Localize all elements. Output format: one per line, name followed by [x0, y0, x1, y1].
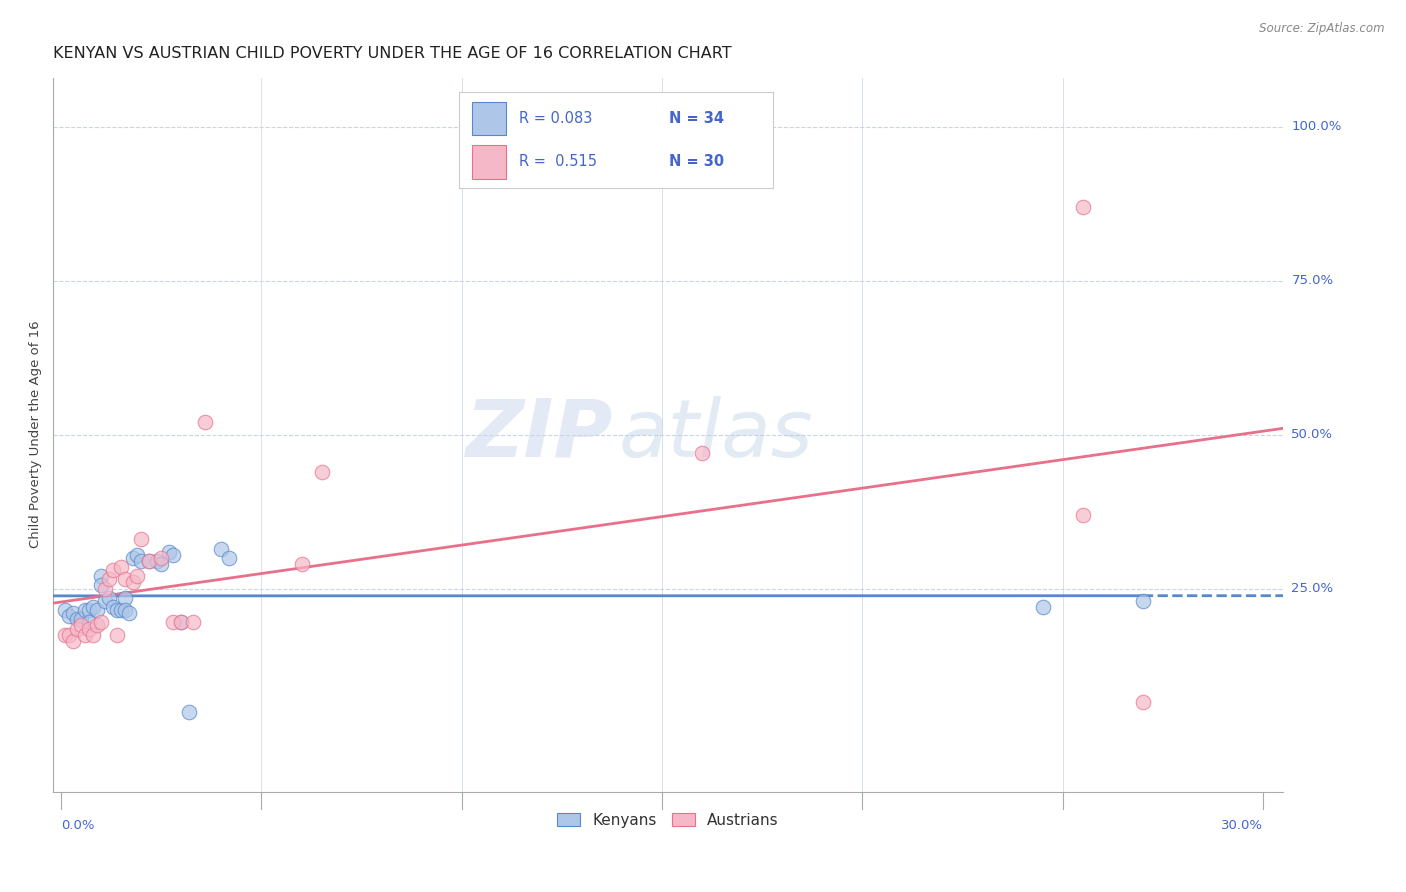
Point [90, 578, 112, 592]
Point [194, 415, 217, 429]
Point [82, 599, 104, 614]
Point [122, 575, 145, 590]
Point [77, 622, 100, 636]
Point [53, 628, 76, 642]
Point [94, 582, 117, 596]
Point [127, 569, 149, 583]
Y-axis label: Child Poverty Under the Age of 16: Child Poverty Under the Age of 16 [30, 321, 42, 549]
Point [150, 557, 173, 571]
Point [98, 591, 121, 605]
Point [170, 615, 193, 630]
Point [146, 554, 169, 568]
Point [110, 560, 132, 574]
Point [53, 603, 76, 617]
Text: 100.0%: 100.0% [1292, 120, 1341, 134]
Point [150, 550, 173, 565]
Point [1132, 594, 1154, 608]
Point [170, 615, 193, 630]
Point [290, 557, 312, 571]
Point [1132, 695, 1154, 709]
Point [70, 618, 93, 632]
Point [138, 554, 160, 568]
Legend: Kenyans, Austrians: Kenyans, Austrians [551, 806, 785, 834]
Point [162, 615, 184, 630]
Point [66, 622, 89, 636]
Point [70, 612, 93, 626]
Text: 25.0%: 25.0% [1292, 582, 1333, 595]
Point [131, 533, 153, 547]
Text: Source: ZipAtlas.com: Source: ZipAtlas.com [1260, 22, 1385, 36]
Point [90, 569, 112, 583]
Point [62, 633, 84, 648]
Text: 0.0%: 0.0% [62, 820, 94, 832]
Text: 50.0%: 50.0% [1292, 428, 1333, 442]
Point [179, 705, 201, 719]
Point [122, 550, 145, 565]
Point [114, 603, 136, 617]
Point [86, 618, 108, 632]
Point [58, 609, 80, 624]
Point [218, 550, 240, 565]
Point [209, 541, 232, 556]
Point [75, 628, 97, 642]
Point [118, 606, 141, 620]
Point [157, 544, 180, 558]
Text: ZIP: ZIP [465, 396, 613, 474]
Point [131, 554, 153, 568]
Point [62, 606, 84, 620]
Point [77, 603, 100, 617]
Point [114, 572, 136, 586]
Point [1032, 599, 1054, 614]
Text: KENYAN VS AUSTRIAN CHILD POVERTY UNDER THE AGE OF 16 CORRELATION CHART: KENYAN VS AUSTRIAN CHILD POVERTY UNDER T… [53, 46, 731, 62]
Point [75, 603, 97, 617]
Point [311, 465, 333, 479]
Point [162, 548, 184, 562]
Point [1071, 508, 1094, 522]
Point [138, 554, 160, 568]
Point [103, 599, 125, 614]
Text: 30.0%: 30.0% [1220, 820, 1263, 832]
Point [82, 628, 104, 642]
Point [1071, 200, 1094, 214]
Point [105, 603, 128, 617]
Point [103, 563, 125, 577]
Point [114, 591, 136, 605]
Point [94, 594, 117, 608]
Point [66, 612, 89, 626]
Point [90, 615, 112, 630]
Point [77, 615, 100, 630]
Point [105, 628, 128, 642]
Point [98, 572, 121, 586]
Point [183, 615, 205, 630]
Point [110, 603, 132, 617]
Text: atlas: atlas [619, 396, 814, 474]
Point [58, 628, 80, 642]
Point [127, 548, 149, 562]
Point [86, 603, 108, 617]
Text: 75.0%: 75.0% [1292, 274, 1333, 287]
Point [690, 446, 713, 460]
